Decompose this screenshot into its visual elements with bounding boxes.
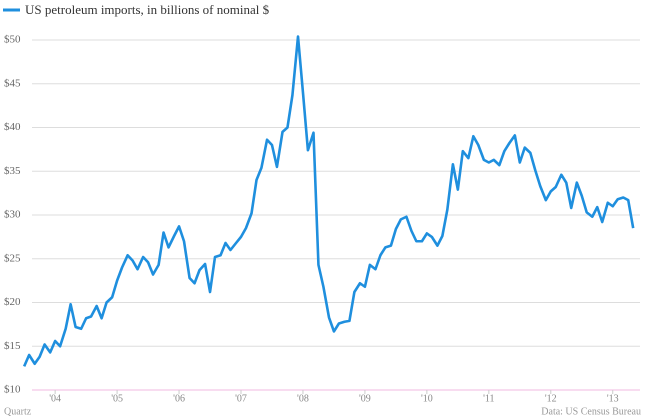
- x-tick-label: '08: [297, 393, 309, 404]
- series-line: [22, 35, 635, 367]
- y-tick-label: $15: [4, 340, 21, 352]
- credit: Quartz: [4, 406, 32, 417]
- x-tick-label: '05: [111, 393, 123, 404]
- y-tick-label: $30: [4, 209, 21, 221]
- y-tick-label: $40: [4, 121, 21, 133]
- y-tick-label: $50: [4, 34, 21, 46]
- x-tick-label: '13: [607, 393, 619, 404]
- source: Data: US Census Bureau: [541, 406, 641, 417]
- x-tick-label: '10: [421, 393, 433, 404]
- x-tick-label: '11: [483, 393, 494, 404]
- x-tick-label: '12: [545, 393, 557, 404]
- x-tick-label: '09: [359, 393, 371, 404]
- x-tick-label: '04: [49, 393, 61, 404]
- x-tick-label: '06: [173, 393, 185, 404]
- x-tick-label: '07: [235, 393, 247, 404]
- y-tick-label: $25: [4, 252, 21, 264]
- y-tick-label: $10: [4, 384, 21, 396]
- legend-label: US petroleum imports, in billions of nom…: [25, 2, 270, 17]
- y-tick-label: $35: [4, 165, 21, 177]
- y-tick-label: $45: [4, 77, 21, 89]
- y-tick-label: $20: [4, 296, 21, 308]
